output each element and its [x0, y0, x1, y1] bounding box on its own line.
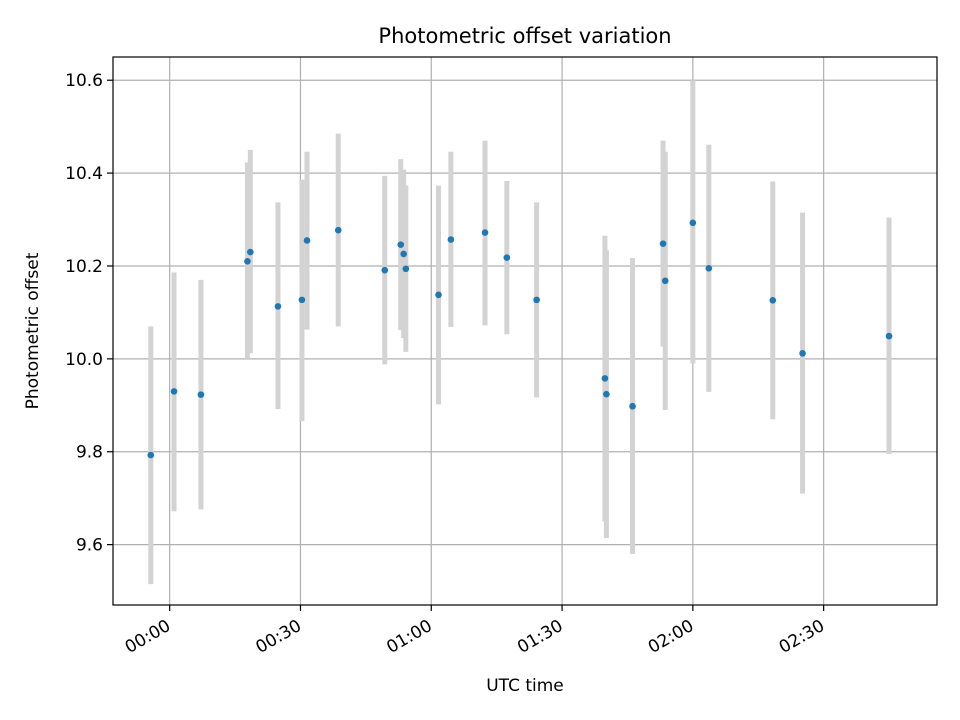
data-point: [400, 250, 407, 258]
data-point: [397, 241, 405, 248]
data-point: [629, 402, 636, 410]
data-point: [659, 240, 667, 247]
x-axis-label: UTC time: [486, 676, 564, 696]
data-point: [303, 237, 311, 244]
y-axis-label: Photometric offset: [23, 252, 43, 409]
data-point: [197, 391, 205, 398]
data-point: [435, 291, 442, 299]
data-point: [170, 388, 178, 395]
y-axis: 9.6 9.8 10.0 10.2 10.4 10.6: [65, 71, 113, 556]
data-point: [402, 265, 410, 273]
data-point: [447, 236, 455, 243]
data-point: [244, 258, 251, 265]
data-point: [689, 219, 697, 227]
y-tick-label: 10.0: [65, 350, 103, 370]
plot-frame: [112, 56, 938, 606]
data-point: [603, 390, 610, 398]
y-tick-label: 10.6: [65, 71, 103, 91]
data-point: [885, 332, 893, 340]
data-point: [247, 248, 254, 256]
data-point: [334, 226, 342, 234]
chart-title: Photometric offset variation: [378, 24, 671, 48]
data-point: [481, 229, 489, 236]
data-points: [147, 219, 893, 459]
y-tick-label: 9.6: [76, 536, 103, 556]
data-point: [147, 451, 155, 459]
data-point: [533, 296, 540, 304]
y-tick-label: 10.4: [65, 164, 103, 184]
y-tick-label: 9.8: [76, 443, 103, 463]
data-point: [661, 277, 669, 285]
data-point: [274, 303, 282, 310]
data-point: [799, 349, 806, 357]
data-point: [298, 296, 306, 304]
data-point: [381, 266, 389, 274]
data-point: [705, 265, 713, 272]
data-point: [601, 375, 609, 382]
y-tick-label: 10.2: [65, 257, 103, 277]
data-point: [769, 297, 777, 304]
data-point: [503, 254, 511, 261]
